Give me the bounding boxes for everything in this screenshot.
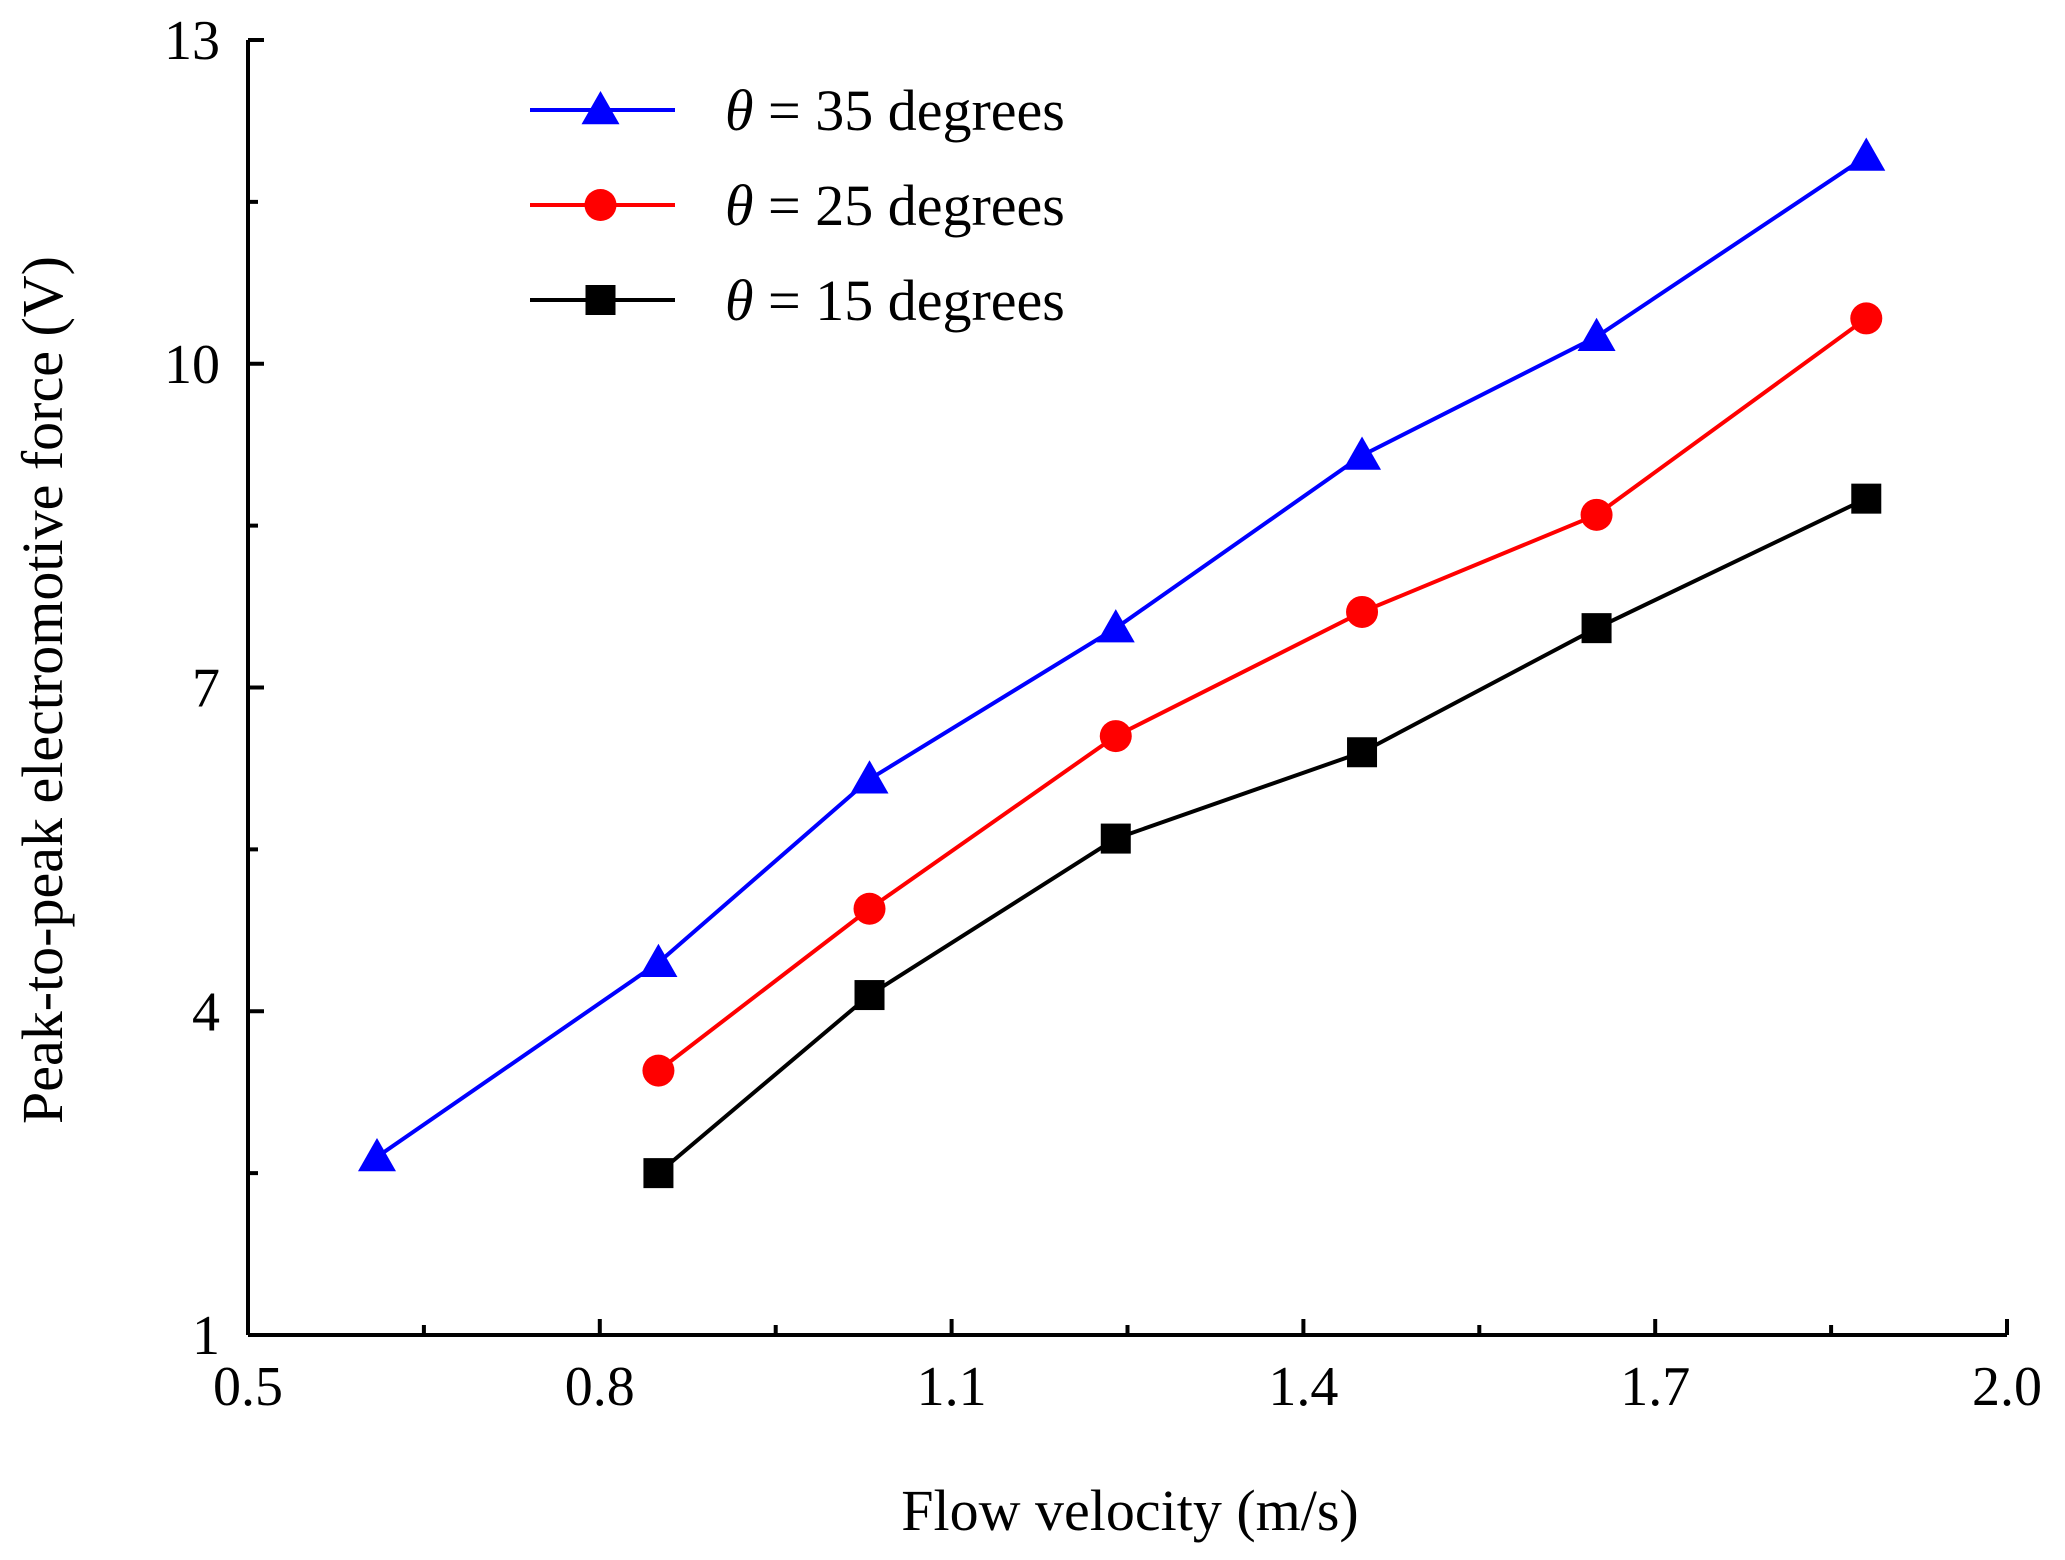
legend-symbol: θ (725, 78, 754, 143)
y-tick-label: 10 (164, 334, 220, 396)
data-point (1850, 302, 1883, 335)
series-circle (642, 302, 1883, 1087)
legend-symbol: θ (725, 173, 754, 238)
x-tick-label: 1.1 (917, 1356, 987, 1418)
legend-item: θ = 35 degrees (530, 78, 1065, 143)
data-point (1581, 613, 1612, 644)
series-triangle (357, 137, 1886, 1172)
data-point (1099, 720, 1132, 753)
data-point (1577, 317, 1616, 352)
legend-label: θ = 35 degrees (725, 78, 1065, 143)
series-line (657, 316, 1868, 1073)
y-tick-label: 13 (164, 10, 220, 72)
x-tick-label: 1.4 (1268, 1356, 1338, 1418)
series-square (643, 483, 1882, 1189)
legend-marker (581, 91, 620, 125)
data-point (1580, 498, 1613, 531)
legend-label: θ = 15 degrees (725, 268, 1065, 333)
x-tick-label: 2.0 (1972, 1356, 2042, 1418)
data-point (1096, 609, 1135, 643)
data-point (1347, 737, 1378, 768)
series-layer (357, 137, 1886, 1189)
data-point (639, 943, 678, 977)
legend-text: = 25 degrees (754, 173, 1065, 238)
legend-text: = 35 degrees (754, 78, 1065, 143)
x-axis-title: Flow velocity (m/s) (901, 1478, 1359, 1543)
legend-marker (584, 189, 617, 221)
data-point (643, 1158, 674, 1189)
legend-item: θ = 15 degrees (530, 268, 1065, 333)
legend-marker (585, 285, 616, 315)
y-tick-label: 1 (192, 1305, 220, 1367)
data-point (1346, 595, 1379, 628)
legend-item: θ = 25 degrees (530, 173, 1065, 238)
data-point (1343, 436, 1382, 470)
y-axis-title: Peak-to-peak electromotive force (V) (10, 256, 75, 1124)
data-point (850, 760, 889, 794)
y-tick-label: 7 (192, 658, 220, 720)
data-point (642, 1054, 675, 1087)
axes: 0.5 0.8 1.1 1.4 1.7 2.0 1 4 7 10 13 (164, 10, 2042, 1418)
data-point (357, 1137, 396, 1172)
legend-symbol: θ (725, 268, 754, 333)
series-line (657, 496, 1868, 1175)
x-tick-label: 0.8 (565, 1356, 635, 1418)
legend-label: θ = 25 degrees (725, 173, 1065, 238)
legend-text: = 15 degrees (754, 268, 1065, 333)
data-point (1851, 483, 1882, 514)
y-tick-label: 4 (192, 981, 220, 1043)
data-point (854, 980, 885, 1011)
data-point (1100, 823, 1131, 854)
x-tick-label: 0.5 (213, 1356, 283, 1418)
x-tick-label: 1.7 (1620, 1356, 1690, 1418)
data-point (1847, 137, 1886, 171)
data-point (853, 892, 886, 925)
